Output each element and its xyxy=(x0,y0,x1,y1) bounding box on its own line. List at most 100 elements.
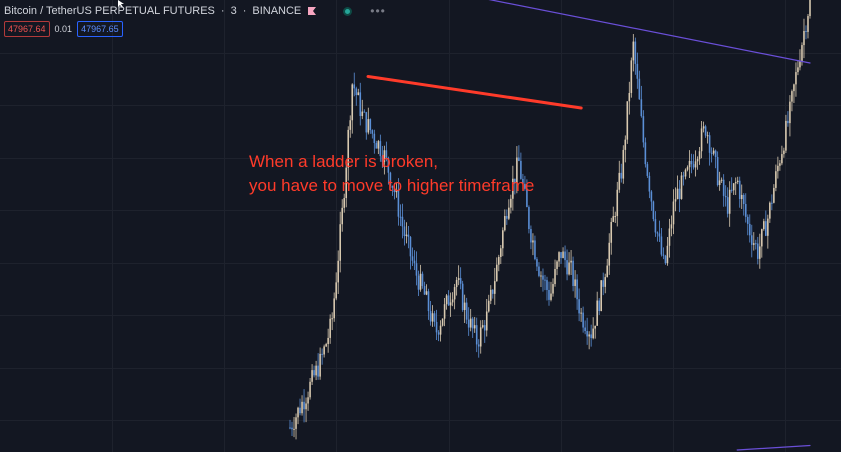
candle xyxy=(680,171,683,200)
candle xyxy=(421,271,424,289)
candle-body xyxy=(606,265,609,278)
candle xyxy=(682,171,685,186)
candle-body xyxy=(506,216,508,219)
candle-body xyxy=(534,240,536,260)
candle xyxy=(431,305,434,327)
candle xyxy=(602,272,605,296)
candle-body xyxy=(321,353,323,355)
symbol-name[interactable]: Bitcoin / TetherUS PERPETUAL FUTURES xyxy=(4,5,215,17)
candle xyxy=(491,289,494,299)
candle xyxy=(668,218,671,258)
candle xyxy=(321,348,323,365)
symbol-legend[interactable]: Bitcoin / TetherUS PERPETUAL FUTURES · 3… xyxy=(4,3,386,19)
candle-body xyxy=(736,180,739,183)
candle xyxy=(504,209,506,232)
candle xyxy=(546,276,548,301)
candle-body xyxy=(548,289,550,300)
candle xyxy=(427,288,430,320)
candle-body xyxy=(682,175,685,177)
candle xyxy=(748,214,751,243)
text-annotation[interactable]: When a ladder is broken, you have to mov… xyxy=(249,150,534,198)
candle xyxy=(299,398,301,416)
candle xyxy=(582,306,584,333)
candle xyxy=(654,211,657,237)
exchange-label[interactable]: BINANCE xyxy=(252,5,302,17)
candle xyxy=(477,339,480,358)
market-open-dot-icon[interactable] xyxy=(343,6,353,16)
candle xyxy=(803,18,805,59)
candle-body xyxy=(777,165,779,172)
candle-body xyxy=(520,160,522,179)
candle-body xyxy=(417,275,420,290)
candle-body xyxy=(716,157,719,186)
candle-body xyxy=(423,286,426,295)
candle xyxy=(742,193,745,216)
candle xyxy=(343,193,346,213)
candle xyxy=(797,60,799,76)
candle xyxy=(469,309,472,332)
candle xyxy=(592,317,594,340)
candle-body xyxy=(604,277,607,287)
candle xyxy=(536,257,538,271)
candle-body xyxy=(562,251,564,258)
candle xyxy=(437,330,440,342)
candle xyxy=(698,147,701,165)
candle-body xyxy=(373,133,376,144)
candle-body xyxy=(487,300,490,312)
candle xyxy=(795,62,797,97)
candle-body xyxy=(467,319,470,328)
candle-body xyxy=(419,273,422,290)
candle-body xyxy=(710,152,713,154)
candle-body xyxy=(666,245,669,264)
candle xyxy=(716,151,719,187)
candle-body xyxy=(530,229,532,243)
candle xyxy=(445,294,448,310)
candle xyxy=(449,292,452,317)
candle xyxy=(463,294,466,324)
candle xyxy=(524,175,526,191)
candle-body xyxy=(405,234,408,237)
candle-body xyxy=(498,256,500,265)
candle-body xyxy=(654,219,657,233)
candle-body xyxy=(512,178,514,199)
candle-body xyxy=(369,119,372,131)
candle xyxy=(498,254,500,272)
sell-price-button[interactable]: 47967.64 xyxy=(4,21,50,37)
candle-body xyxy=(540,275,542,277)
candle xyxy=(315,360,317,381)
candle xyxy=(355,86,358,106)
candle-body xyxy=(616,189,619,217)
candle xyxy=(457,265,460,286)
candle-body xyxy=(738,180,741,200)
interval-label[interactable]: 3 xyxy=(230,5,237,17)
candle xyxy=(694,150,697,177)
candle-body xyxy=(345,167,348,199)
spread-value: 0.01 xyxy=(54,24,73,34)
candle-body xyxy=(775,171,777,188)
candle-body xyxy=(761,229,763,247)
candle xyxy=(293,417,295,438)
separator: · xyxy=(242,5,247,17)
candle xyxy=(630,57,633,98)
candle xyxy=(652,200,655,222)
candle-body xyxy=(502,230,504,249)
candle xyxy=(534,235,536,261)
ellipsis-icon[interactable]: ••• xyxy=(370,4,386,18)
candle-body xyxy=(427,291,430,312)
candle-body xyxy=(461,283,464,310)
candle-body xyxy=(590,334,592,339)
buy-price-button[interactable]: 47967.65 xyxy=(77,21,123,37)
candle-body xyxy=(335,282,337,299)
candle-body xyxy=(546,280,548,290)
candle-body xyxy=(514,178,516,184)
candle xyxy=(586,317,588,345)
candle-body xyxy=(622,149,625,179)
candle-body xyxy=(767,218,769,236)
candle xyxy=(710,147,713,163)
candle xyxy=(307,391,309,411)
pink-flag-icon[interactable] xyxy=(307,6,317,16)
candle xyxy=(526,179,528,208)
candle-body xyxy=(554,268,556,285)
candle xyxy=(560,252,562,265)
